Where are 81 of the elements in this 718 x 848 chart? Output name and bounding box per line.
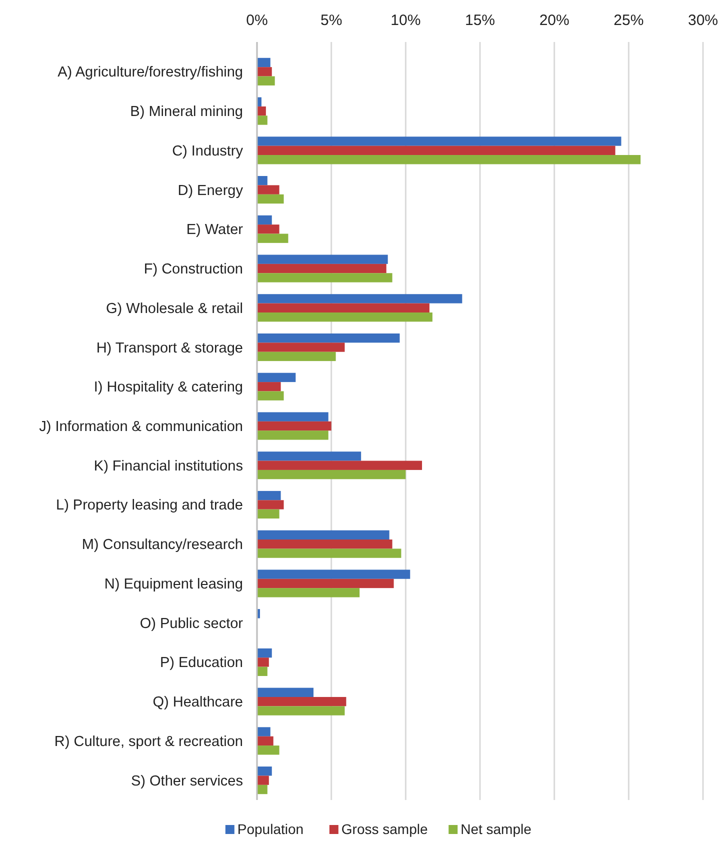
bar: [257, 570, 410, 579]
bar: [257, 578, 394, 588]
bar: [257, 58, 270, 68]
x-tick-label: 25%: [614, 12, 644, 29]
bar: [257, 412, 328, 422]
bar: [257, 294, 462, 304]
bar: [257, 688, 314, 697]
bar: [257, 234, 288, 243]
bar: [257, 215, 272, 225]
bar: [257, 264, 386, 274]
y-tick-label: H) Transport & storage: [96, 340, 243, 356]
bar: [257, 391, 284, 400]
y-tick-label: C) Industry: [172, 143, 244, 160]
bar: [257, 116, 268, 125]
y-tick-label: L) Property leasing and trade: [56, 498, 243, 514]
bar: [257, 452, 362, 461]
bar: [257, 490, 281, 500]
bar: [257, 776, 269, 785]
bar: [257, 273, 392, 282]
y-tick-label: Q) Healthcare: [152, 694, 243, 711]
y-tick-label: K) Financial institutions: [94, 458, 243, 474]
bar: [257, 658, 269, 667]
y-tick-label: M) Consultancy/research: [82, 537, 243, 554]
bar: [257, 224, 280, 234]
bar: [257, 509, 280, 519]
bar: [257, 746, 280, 755]
bar: [257, 342, 345, 352]
x-tick-label: 10%: [390, 12, 421, 29]
bar: [257, 136, 622, 146]
y-tick-label: G) Wholesale & retail: [106, 300, 243, 317]
y-tick-label: F) Construction: [144, 262, 243, 278]
bar: [257, 696, 346, 706]
bar: [257, 706, 345, 716]
x-tick-label: 0%: [246, 12, 268, 29]
bar: [257, 312, 432, 322]
y-tick-label: S) Other services: [131, 773, 243, 790]
bar: [257, 421, 332, 431]
bar: [257, 185, 280, 194]
bar: [257, 470, 406, 480]
y-tick-label: J) Information & communication: [39, 419, 243, 435]
bar: [257, 382, 281, 392]
bar: [257, 588, 360, 598]
bar: [257, 766, 272, 776]
bar: [257, 430, 328, 440]
bar: [257, 146, 616, 156]
x-tick-label: 30%: [688, 12, 718, 29]
bar: [257, 303, 430, 312]
x-tick-label: 5%: [320, 12, 342, 29]
bar: [257, 76, 275, 86]
y-tick-label: A) Agriculture/forestry/fishing: [58, 64, 243, 81]
y-tick-label: R) Culture, sport & recreation: [54, 734, 243, 750]
y-tick-label: D) Energy: [178, 182, 244, 199]
y-tick-label: I) Hospitality & catering: [94, 380, 243, 396]
bar: [257, 67, 272, 76]
bar: [257, 460, 422, 470]
bar: [257, 736, 274, 746]
bar: [257, 540, 392, 549]
x-tick-label: 20%: [539, 12, 570, 29]
bar: [257, 155, 641, 164]
y-tick-label: P) Education: [160, 655, 243, 672]
bar: [257, 194, 284, 204]
bar: [257, 666, 268, 676]
bar: [257, 784, 268, 794]
bar: [257, 500, 284, 510]
bar: [257, 372, 296, 382]
x-tick-label: 15%: [464, 12, 496, 29]
y-tick-label: N) Equipment leasing: [104, 576, 243, 592]
bar: [257, 352, 336, 362]
bar: [257, 530, 390, 540]
legend-label: Net sample: [460, 821, 532, 837]
bar: [257, 333, 400, 343]
bar: [257, 254, 388, 264]
legend-label: Gross sample: [341, 821, 428, 837]
bar: [257, 648, 272, 658]
bar: [257, 176, 268, 186]
bar: [257, 727, 270, 736]
y-tick-label: O) Public sector: [140, 616, 244, 632]
y-tick-label: B) Mineral mining: [130, 104, 243, 120]
y-tick-label: E) Water: [186, 222, 244, 238]
bar: [257, 548, 402, 558]
legend-label: Population: [237, 821, 304, 837]
